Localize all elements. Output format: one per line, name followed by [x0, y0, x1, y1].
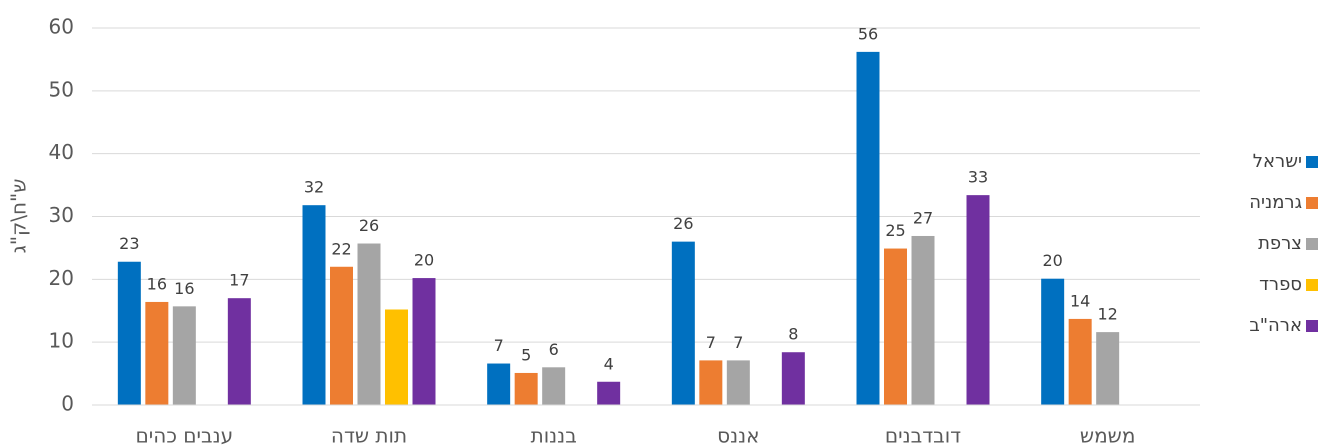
bar [856, 51, 880, 405]
bar [781, 352, 805, 405]
data-label: 22 [331, 239, 351, 258]
bar [726, 360, 750, 405]
data-label: 6 [549, 340, 559, 359]
y-tick-label: 0 [61, 392, 74, 416]
y-tick-label: 50 [49, 77, 74, 101]
bar [514, 372, 538, 405]
y-tick-label: 60 [49, 15, 74, 39]
bar [911, 235, 935, 405]
legend-swatch [1306, 320, 1318, 332]
x-tick-label: אננס [717, 424, 759, 448]
bar [1068, 318, 1092, 405]
bar [330, 266, 353, 405]
data-label: 20 [414, 251, 434, 270]
data-label: 16 [147, 274, 167, 293]
bar [385, 309, 408, 405]
x-tick-label: ענבים כהים [136, 424, 234, 448]
data-label: 7 [733, 333, 743, 352]
bar [1041, 278, 1065, 405]
data-label: 33 [968, 168, 988, 187]
bar [699, 360, 723, 405]
data-label: 4 [604, 354, 614, 373]
legend-swatch [1306, 156, 1318, 168]
data-label: 27 [913, 208, 933, 227]
bar [227, 298, 251, 405]
legend-label: גרמניה [1249, 192, 1302, 213]
y-tick-label: 40 [49, 140, 74, 164]
data-label: 12 [1097, 305, 1117, 324]
bar [117, 261, 141, 405]
data-label: 23 [119, 234, 139, 253]
data-label: 8 [788, 325, 798, 344]
bar [884, 248, 907, 405]
data-label: 17 [229, 271, 249, 290]
bar [966, 195, 990, 405]
y-tick-label: 30 [49, 203, 74, 227]
data-label: 20 [1042, 251, 1062, 270]
bar [597, 381, 621, 405]
bar [302, 205, 326, 405]
data-label: 32 [304, 178, 324, 197]
data-label: 7 [706, 333, 716, 352]
legend-swatch [1306, 238, 1318, 250]
data-label: 16 [174, 279, 194, 298]
x-tick-label: בננות [531, 424, 577, 448]
legend-label: ישראל [1253, 151, 1302, 172]
legend-swatch [1306, 197, 1318, 209]
bar [357, 243, 381, 405]
legend-label: ארה"ב [1249, 315, 1302, 336]
data-label: 26 [359, 216, 379, 235]
x-tick-label: תות שדה [331, 424, 407, 448]
bar [1096, 332, 1120, 405]
legend-label: ספרד [1259, 274, 1302, 295]
x-tick-label: משמש [1080, 424, 1136, 448]
data-label: 25 [885, 221, 905, 240]
bar [487, 363, 511, 405]
legend-swatch [1306, 279, 1318, 291]
bar [671, 241, 695, 405]
bar [145, 301, 169, 405]
data-label: 26 [673, 214, 693, 233]
bar [542, 367, 566, 405]
data-label: 5 [521, 345, 531, 364]
y-tick-label: 20 [49, 266, 74, 290]
bar [412, 278, 436, 405]
data-label: 7 [494, 336, 504, 355]
y-axis-title: ש"ח\ק"ג [7, 179, 31, 254]
bar [172, 306, 196, 405]
legend-label: צרפת [1258, 233, 1302, 254]
data-label: 56 [858, 24, 878, 43]
data-label: 14 [1070, 291, 1090, 310]
y-tick-label: 10 [49, 329, 74, 353]
x-tick-label: דובדבנים [885, 424, 961, 448]
